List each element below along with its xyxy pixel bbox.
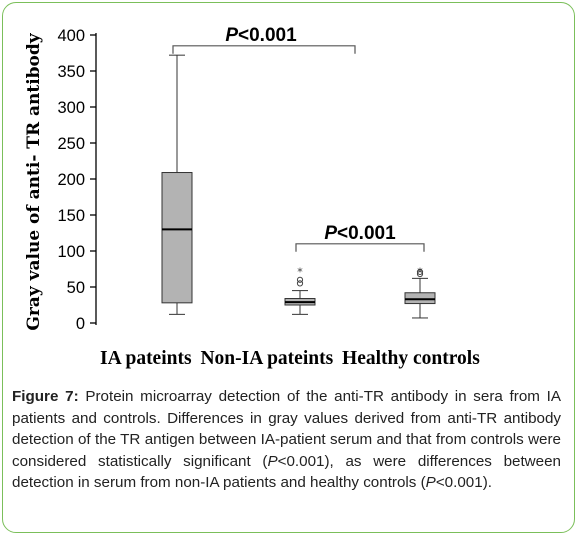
significance-label: P<0.001 [225, 25, 297, 46]
caption-text-1: Protein microarray detection of the anti… [12, 388, 561, 470]
y-tick-label: 0 [76, 315, 85, 333]
caption-p-1: P [267, 452, 278, 470]
box-plot: 0 50 100 150 200 250 300 350 400 * * P<0.001 P<0.001 [57, 25, 436, 333]
x-label-healthy: Healthy controls [342, 348, 480, 369]
box-1 [161, 172, 193, 304]
caption-p-2: P [425, 474, 436, 491]
figure-label: Figure 7: [12, 388, 79, 405]
x-label-non-ia: Non-IA pateints [200, 348, 334, 369]
significance-bracket [295, 243, 425, 252]
x-axis-labels: IA pateints Non-IA pateints Healthy cont… [100, 348, 550, 370]
outlier-star: * [297, 266, 303, 279]
y-tick-label: 400 [57, 27, 85, 45]
figure-frame [2, 2, 575, 533]
outlier-point [416, 268, 424, 275]
figure-caption: Figure 7: Protein microarray detection o… [12, 386, 561, 494]
y-axis-label: Gray value of anti- TR antibody [18, 32, 50, 332]
box-3 [404, 292, 436, 305]
y-tick-label: 50 [67, 279, 85, 297]
y-axis-label-text: Gray value of anti- TR antibody [24, 33, 44, 331]
x-label-ia: IA pateints [100, 348, 192, 369]
caption-text-2: <0.001), as were differences between det… [12, 452, 561, 492]
outlier-star: * [417, 266, 423, 279]
y-tick-label: 250 [57, 135, 85, 153]
y-tick-label: 150 [57, 207, 85, 225]
y-tick-label: 100 [57, 243, 85, 261]
outlier-point [296, 280, 304, 287]
caption-text-3: <0.001). [435, 474, 492, 491]
y-tick-label: 350 [57, 63, 85, 81]
outlier-point [416, 270, 424, 278]
outlier-point [296, 276, 304, 283]
y-tick-label: 300 [57, 99, 85, 117]
y-tick-label: 200 [57, 171, 85, 189]
significance-bracket [172, 45, 356, 54]
significance-label: P<0.001 [324, 223, 396, 244]
